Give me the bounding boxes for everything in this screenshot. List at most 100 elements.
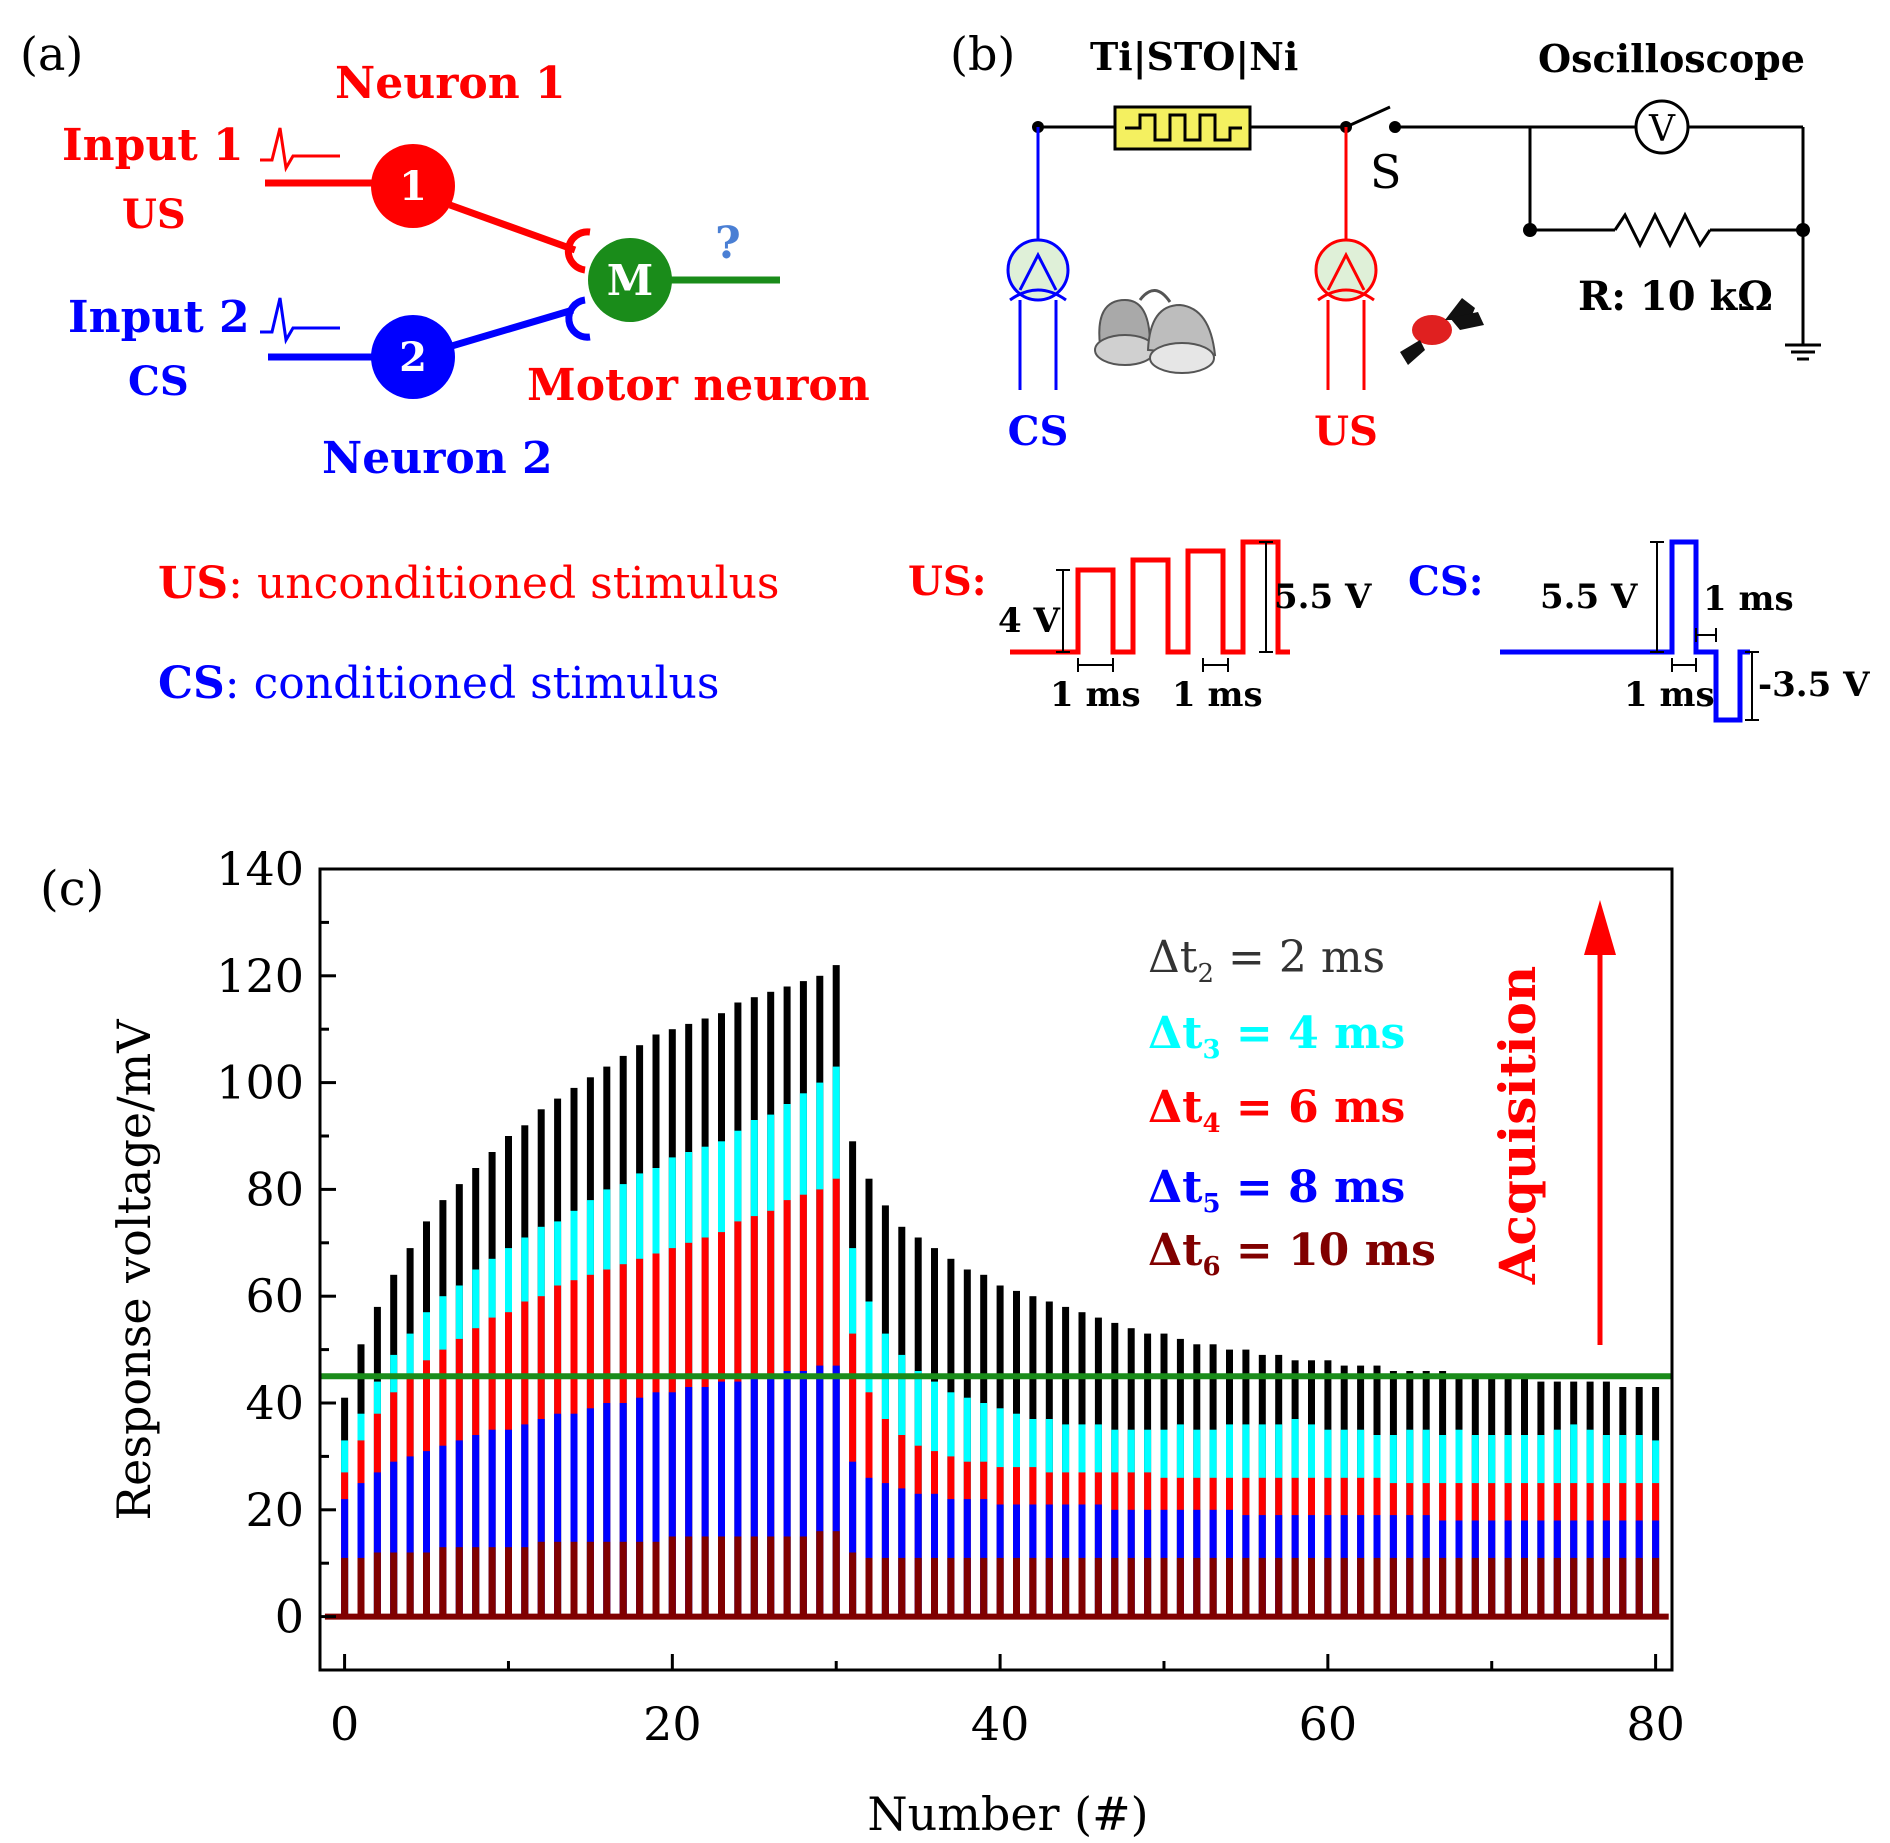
- bar-s3-26: [767, 1376, 775, 1617]
- us-source-icon: [1314, 238, 1378, 390]
- cs-width-top-marker: [1695, 628, 1717, 642]
- y-tick-label-7: 140: [216, 842, 304, 896]
- us-width2: 1 ms: [1172, 675, 1263, 715]
- ground-icon: [1785, 343, 1821, 361]
- neuron1-title: Neuron 1: [335, 58, 566, 109]
- bar-s3-24: [734, 1381, 742, 1617]
- legend-entry-3: Δt5 = 8 ms: [1148, 1162, 1405, 1219]
- bar-s3-2: [373, 1472, 381, 1617]
- bar-s4-13: [554, 1541, 562, 1617]
- bar-s4-26: [767, 1536, 775, 1617]
- neuron1-axon: [448, 201, 577, 254]
- y-tick-label-6: 120: [216, 949, 304, 1003]
- us-high-amp: 5.5 V: [1274, 577, 1372, 617]
- bar-s4-42: [1029, 1557, 1037, 1617]
- bar-s4-52: [1193, 1557, 1201, 1617]
- us-width1: 1 ms: [1050, 675, 1141, 715]
- bar-s4-56: [1258, 1557, 1266, 1617]
- bar-s4-45: [1078, 1557, 1086, 1617]
- bar-s4-6: [439, 1547, 447, 1617]
- panel-b: (b) Ti|STO|Ni Oscilloscope S V R: 10 kΩ: [908, 27, 1870, 723]
- bar-s4-69: [1471, 1557, 1479, 1617]
- bar-s3-25: [750, 1376, 758, 1617]
- bar-s4-57: [1275, 1557, 1283, 1617]
- bar-s4-46: [1094, 1557, 1102, 1617]
- bar-s4-28: [799, 1536, 807, 1617]
- bar-s4-77: [1602, 1557, 1610, 1617]
- motor-neuron-letter: M: [607, 256, 654, 305]
- x-tick-label-3: 60: [1299, 1697, 1358, 1751]
- legend-entry-0-rest: = 2 ms: [1214, 932, 1385, 983]
- legend-entry-3-rest: = 8 ms: [1221, 1162, 1406, 1213]
- bar-s3-0: [341, 1499, 349, 1617]
- bar-s4-23: [718, 1536, 725, 1617]
- bar-s4-11: [521, 1547, 529, 1617]
- chart-legend: Δt2 = 2 ms Δt3 = 4 ms Δt4 = 6 ms Δt5 = 8…: [1148, 932, 1436, 1282]
- bar-s4-44: [1062, 1557, 1070, 1617]
- legend-entry-0-prefix: Δt: [1148, 932, 1198, 983]
- bar-s4-21: [685, 1536, 693, 1617]
- bar-s4-78: [1619, 1557, 1627, 1617]
- bar-s4-36: [931, 1557, 938, 1617]
- bar-s3-12: [537, 1419, 545, 1617]
- device-memristor-icon: [1125, 113, 1242, 142]
- bar-s4-38: [963, 1557, 971, 1617]
- bar-s3-14: [570, 1413, 578, 1617]
- legend-entry-1-sub: 3: [1202, 1035, 1220, 1065]
- bar-s4-4: [406, 1552, 414, 1617]
- x-tick-label-4: 80: [1626, 1697, 1685, 1751]
- panel-a: (a) Neuron 1 Input 1 US 1 Input 2 CS 2 M…: [20, 27, 870, 709]
- bar-s4-64: [1389, 1557, 1397, 1617]
- bar-s3-16: [603, 1403, 611, 1617]
- device-label: Ti|STO|Ni: [1090, 34, 1298, 79]
- synapse1-icon: [564, 228, 591, 274]
- bar-s4-35: [914, 1557, 922, 1617]
- bar-s3-4: [406, 1456, 414, 1617]
- neuron1-circle: [371, 144, 455, 228]
- axes-group: 0 20 40 60 80 100 120 140 0 20 40 60 80: [216, 842, 1685, 1751]
- bar-s3-28: [799, 1371, 807, 1617]
- cs-source-label: CS: [1008, 408, 1069, 455]
- bar-s3-29: [816, 1365, 824, 1617]
- junction-switch-right: [1389, 121, 1401, 133]
- motor-neuron-label: Motor neuron: [527, 360, 870, 411]
- chart-area: 0 20 40 60 80 100 120 140 0 20 40 60 80: [216, 842, 1685, 1751]
- cs-source-icon: [1006, 238, 1070, 390]
- panel-a-label: (a): [20, 27, 83, 81]
- x-axis-label: Number (#): [867, 1787, 1148, 1841]
- bar-s4-25: [750, 1536, 758, 1617]
- bell-icon: [1094, 289, 1217, 374]
- input2-cs-label: CS: [128, 358, 189, 405]
- legend-entry-3-sub: 5: [1202, 1189, 1220, 1219]
- x-tick-label-0: 0: [330, 1697, 359, 1751]
- us-width2-marker: [1202, 658, 1229, 672]
- bar-s4-80: [1652, 1557, 1660, 1617]
- x-tick-label-2: 40: [971, 1697, 1030, 1751]
- bar-s4-14: [570, 1541, 578, 1617]
- bar-s4-19: [652, 1541, 660, 1617]
- us-waveform: [1010, 539, 1290, 655]
- input2-spike-icon: [260, 297, 340, 345]
- bar-s3-27: [783, 1371, 791, 1617]
- input2-label: Input 2: [68, 292, 250, 343]
- bar-s4-29: [816, 1531, 824, 1617]
- bar-s4-33: [881, 1557, 889, 1617]
- neuron2-circle: [371, 315, 455, 399]
- bar-s3-20: [668, 1392, 676, 1617]
- legend-entry-2-rest: = 6 ms: [1221, 1082, 1406, 1133]
- bar-s4-10: [505, 1547, 512, 1617]
- bar-s3-1: [357, 1483, 365, 1617]
- bar-s3-3: [390, 1461, 398, 1617]
- us-wave-title: US:: [908, 558, 987, 605]
- bar-s3-9: [488, 1429, 496, 1617]
- legend-entry-4-rest: = 10 ms: [1221, 1225, 1436, 1276]
- legend-entry-1: Δt3 = 4 ms: [1148, 1008, 1405, 1065]
- bar-s4-47: [1111, 1557, 1119, 1617]
- bar-s4-32: [865, 1557, 873, 1617]
- input1-spike-icon: [260, 127, 340, 173]
- bar-s4-70: [1488, 1557, 1496, 1617]
- bar-s4-74: [1553, 1557, 1561, 1617]
- bar-s4-30: [832, 1531, 840, 1617]
- cs-width-top: 1 ms: [1703, 579, 1794, 619]
- legend-entry-2: Δt4 = 6 ms: [1148, 1082, 1405, 1139]
